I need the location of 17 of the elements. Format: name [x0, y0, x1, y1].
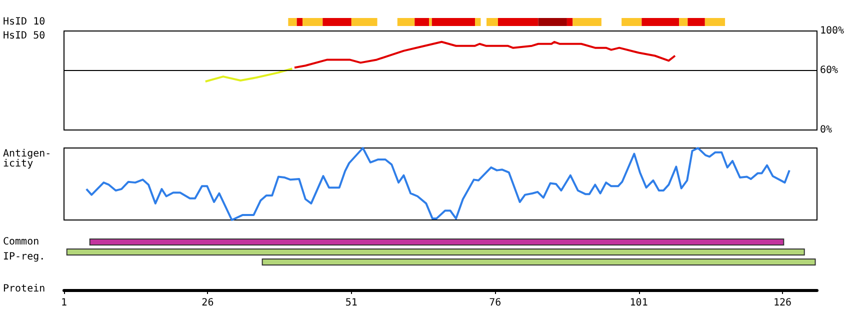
y-tick-label: 0% [820, 124, 832, 136]
x-tick-label: 126 [773, 298, 792, 308]
x-tick-label: 26 [202, 298, 214, 308]
y-tick-label: IP-reg. [3, 252, 46, 262]
line-series [294, 40, 676, 69]
y-axis-title: Antigen- icity [3, 148, 52, 170]
x-tick-label: 1 [60, 298, 68, 308]
x-tick-label: 51 [345, 298, 358, 308]
line-series [204, 68, 294, 82]
y-tick-label: 60% [820, 65, 838, 76]
x-axis-title: Protein [3, 284, 46, 294]
y-axis-title: HsID 50 [3, 30, 46, 42]
x-tick-label: 76 [489, 298, 502, 308]
x-tick-label: 101 [630, 298, 648, 308]
y-tick-label: 100% [820, 26, 844, 36]
y-tick-label: HsID 10 [3, 16, 46, 28]
y-tick-label: Common [3, 236, 40, 248]
